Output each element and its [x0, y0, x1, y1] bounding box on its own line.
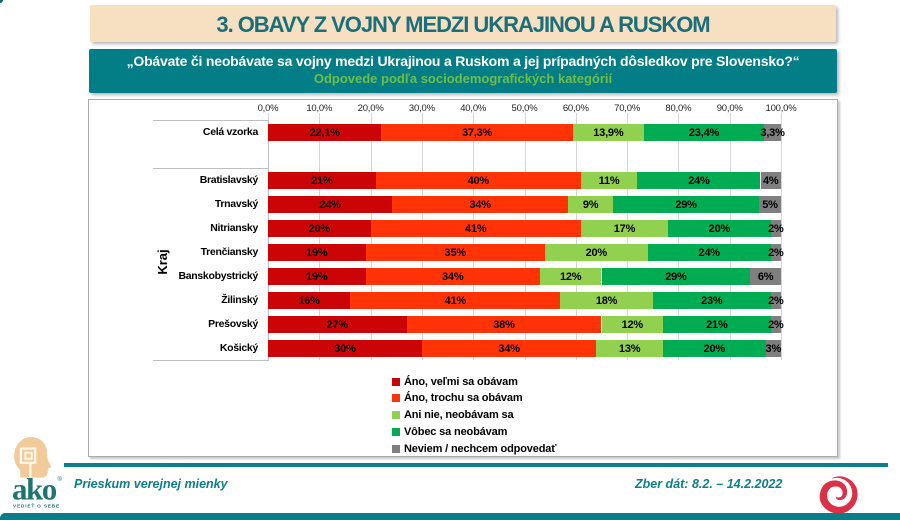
svg-text:®: ® [58, 476, 63, 483]
svg-text:VEDIEŤ O SEBE: VEDIEŤ O SEBE [13, 502, 60, 509]
svg-text:ako: ako [12, 472, 57, 507]
